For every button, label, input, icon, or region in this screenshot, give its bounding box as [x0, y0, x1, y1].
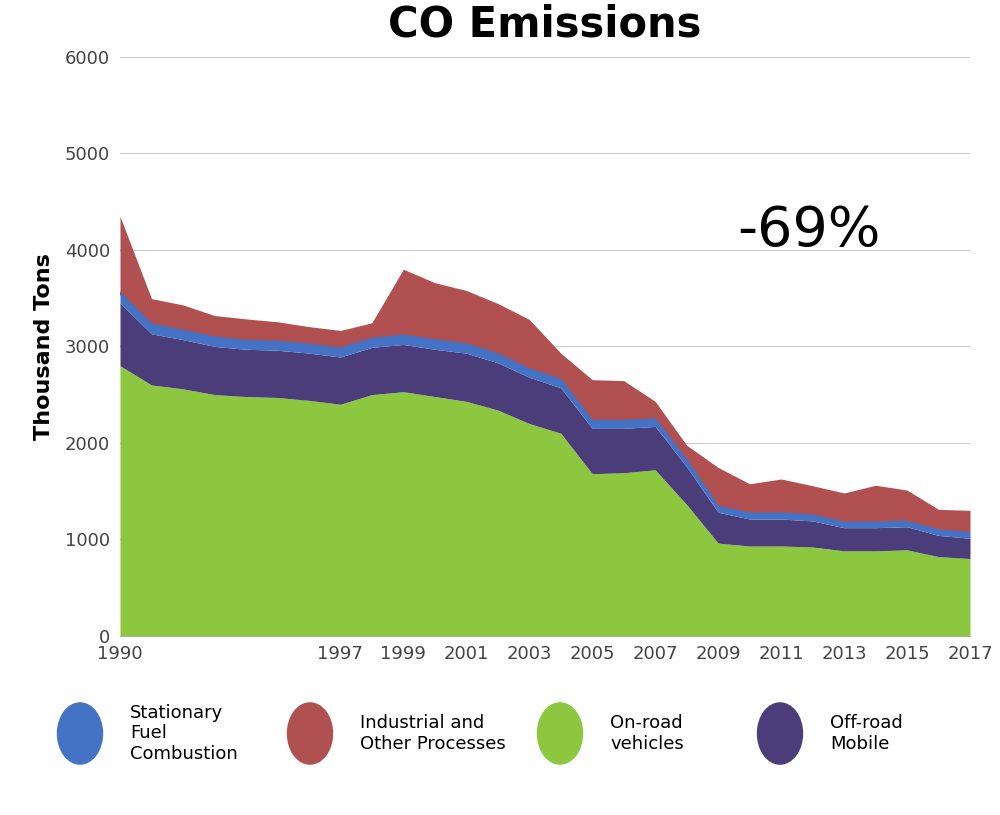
Text: -69%: -69% — [737, 204, 880, 258]
Text: Industrial and
Other Processes: Industrial and Other Processes — [360, 714, 506, 753]
Text: On-road
vehicles: On-road vehicles — [610, 714, 684, 753]
Text: Off-road
Mobile: Off-road Mobile — [830, 714, 903, 753]
Text: Stationary
Fuel
Combustion: Stationary Fuel Combustion — [130, 703, 238, 764]
Y-axis label: Thousand Tons: Thousand Tons — [34, 253, 54, 440]
Title: CO Emissions: CO Emissions — [388, 3, 702, 45]
